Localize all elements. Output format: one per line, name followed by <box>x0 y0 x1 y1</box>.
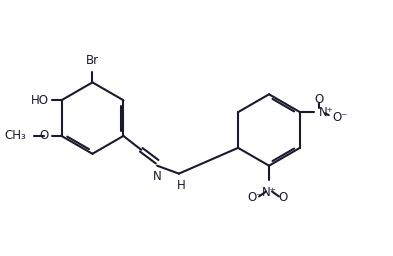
Text: N⁺: N⁺ <box>262 186 276 199</box>
Text: O⁻: O⁻ <box>332 111 348 124</box>
Text: H: H <box>176 179 185 191</box>
Text: N⁺: N⁺ <box>319 106 334 119</box>
Text: N: N <box>153 170 162 183</box>
Text: O: O <box>314 93 323 106</box>
Text: O⁻: O⁻ <box>247 191 263 204</box>
Text: O: O <box>278 191 288 204</box>
Text: CH₃: CH₃ <box>4 130 26 142</box>
Text: HO: HO <box>31 94 49 107</box>
Text: Br: Br <box>86 55 99 68</box>
Text: O: O <box>39 130 49 142</box>
